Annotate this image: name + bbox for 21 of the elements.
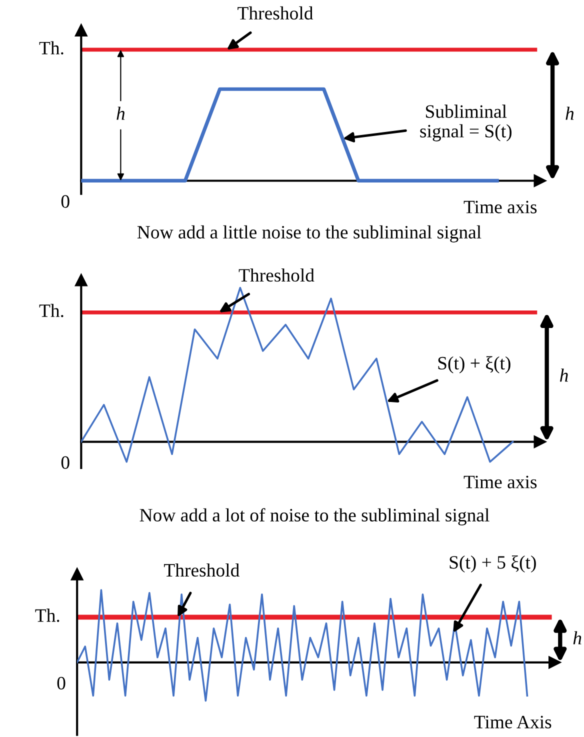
text: S(t) + 5 ξ(t): [450, 555, 536, 573]
text: h: [566, 106, 574, 120]
x-axis-title: Time axis: [464, 476, 537, 488]
ref-line-label: Th.: [39, 41, 64, 55]
chart-title: Now add a lot of noise to the subliminal signal: [140, 508, 490, 526]
x-axis-title: Time axis: [464, 200, 537, 214]
annotation: h: [116, 106, 125, 120]
text: 0: [57, 676, 66, 690]
annotation: Threshold: [238, 268, 314, 282]
text: h: [560, 368, 568, 382]
text: h: [573, 631, 582, 644]
annotation: S(t) + ξ(t): [438, 356, 510, 374]
ref-line-label: Th.: [39, 304, 64, 318]
text: 0: [61, 195, 70, 208]
ref-line-label: Th.: [35, 608, 60, 622]
annotation: Subliminal signal = S(t): [420, 104, 512, 142]
annotation: Threshold: [238, 6, 314, 20]
chart-title: Now add a little noise to the subliminal signal: [137, 225, 482, 242]
text: 0: [61, 456, 70, 469]
x-axis-title: Time Axis: [474, 716, 552, 728]
annotation: Threshold: [164, 563, 240, 577]
